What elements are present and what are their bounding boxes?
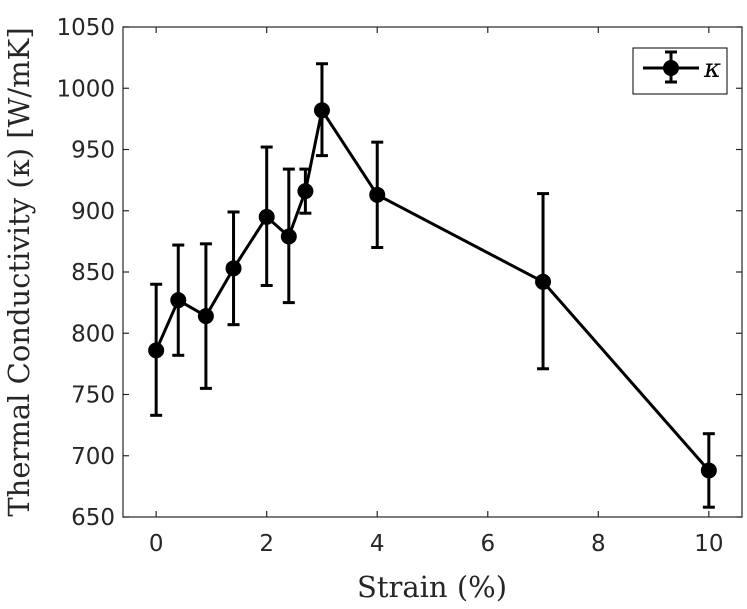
series-layer: [148, 62, 717, 509]
data-point: [170, 292, 187, 309]
plot-area: [122, 26, 743, 518]
legend-label: κ: [703, 54, 721, 84]
data-point: [280, 228, 297, 245]
x-tick-label: 6: [480, 531, 495, 557]
y-tick-label: 950: [71, 138, 115, 164]
data-point: [700, 462, 717, 479]
data-point: [197, 308, 214, 325]
y-tick-label: 900: [71, 199, 115, 225]
x-tick-label: 8: [591, 531, 606, 557]
y-axis-ticks: 650 700 750 800 850 900 950 1000 1050: [56, 15, 742, 531]
data-point: [148, 342, 165, 359]
data-point: [297, 183, 314, 200]
data-point: [369, 186, 386, 203]
y-tick-label: 650: [71, 505, 115, 531]
legend-marker: [663, 60, 679, 76]
x-tick-label: 0: [149, 531, 164, 557]
x-axis-ticks: 0 2 4 6 8 10: [149, 27, 723, 557]
y-tick-label: 850: [71, 260, 115, 286]
x-tick-label: 4: [370, 531, 385, 557]
y-tick-label: 750: [71, 383, 115, 409]
y-tick-label: 700: [71, 444, 115, 470]
x-axis-label: Strain (%): [357, 570, 507, 604]
data-point: [535, 273, 552, 290]
data-point: [258, 208, 275, 225]
y-tick-label: 1050: [56, 15, 115, 41]
x-tick-label: 2: [259, 531, 274, 557]
legend-box: [632, 47, 728, 95]
x-tick-label: 10: [694, 531, 723, 557]
y-tick-label: 1000: [56, 76, 115, 102]
data-point: [225, 260, 242, 277]
data-point: [313, 102, 330, 119]
legend: κ: [632, 47, 728, 95]
y-axis-label: Thermal Conductivity (κ) [W/mK]: [2, 27, 36, 516]
y-tick-label: 800: [71, 321, 115, 347]
